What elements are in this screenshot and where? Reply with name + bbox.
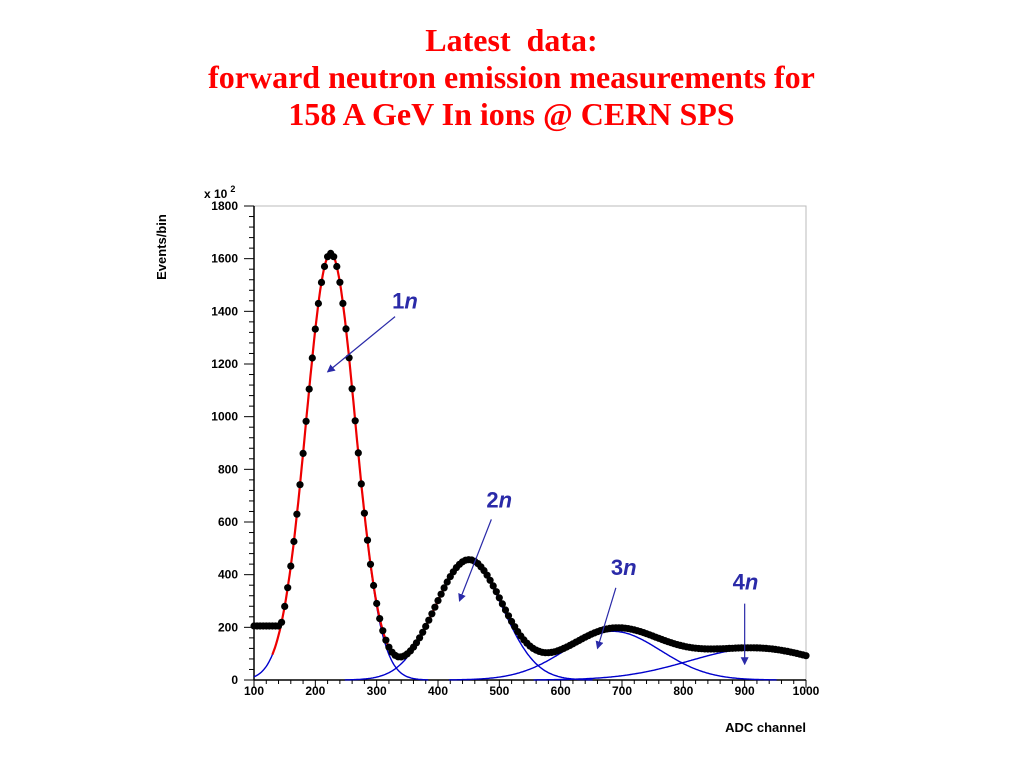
data-point	[317, 278, 326, 286]
data-point	[339, 299, 347, 307]
y-tick-label: 1400	[211, 304, 238, 318]
x-tick-label: 400	[428, 684, 448, 698]
component-curve	[253, 252, 429, 681]
y-axis-title: Events/bin	[154, 214, 169, 280]
component-curve	[533, 647, 807, 681]
data-point	[366, 560, 375, 568]
x-axis-title: ADC channel	[725, 720, 806, 735]
data-point	[443, 578, 451, 586]
data-point	[351, 417, 359, 425]
data-point	[492, 588, 500, 596]
x-tick-label: 500	[489, 684, 509, 698]
peak-label: 4n	[733, 570, 759, 595]
total-fit-curve	[271, 252, 807, 659]
data-point	[428, 610, 436, 618]
data-point	[290, 537, 298, 546]
data-point	[422, 622, 430, 631]
data-point	[305, 385, 313, 393]
y-tick-label: 200	[218, 620, 238, 634]
data-point	[802, 652, 810, 660]
data-point	[379, 627, 387, 635]
data-point	[437, 590, 445, 598]
data-point	[495, 594, 503, 602]
data-point	[357, 480, 365, 488]
data-point	[363, 536, 372, 544]
data-point	[354, 449, 362, 457]
annotation-arrow	[595, 587, 617, 650]
x-tick-label: 900	[735, 684, 755, 698]
data-point	[425, 616, 433, 624]
data-point	[373, 599, 381, 608]
x-tick-label: 700	[612, 684, 632, 698]
data-point	[281, 602, 289, 611]
annotation-arrow	[458, 519, 492, 602]
data-point	[382, 636, 390, 644]
data-points	[250, 249, 810, 661]
y-tick-label: 1600	[211, 252, 238, 266]
plot-frame	[253, 205, 807, 681]
data-point	[311, 325, 319, 333]
data-point	[333, 262, 341, 271]
y-tick-label: 1200	[211, 357, 238, 371]
data-point	[345, 354, 353, 362]
data-point	[330, 253, 338, 261]
peak-label: 2n	[486, 487, 512, 512]
y-tick-label: 600	[218, 515, 238, 529]
total-fit	[271, 252, 807, 659]
data-point	[504, 612, 513, 620]
gaussian-components	[253, 252, 807, 681]
slide-title: Latest data: forward neutron emission me…	[0, 22, 1023, 133]
peak-label: 1n	[392, 289, 418, 314]
axis-ticks	[244, 205, 807, 688]
data-point	[308, 354, 316, 362]
data-point	[508, 617, 516, 626]
data-point	[320, 262, 329, 271]
data-point	[489, 582, 497, 590]
y-tick-label: 400	[218, 568, 238, 582]
peak-annotations: 1n 2n 3n 4n	[326, 289, 759, 666]
component-curve	[448, 630, 777, 681]
data-point	[370, 581, 378, 590]
title-line-2: forward neutron emission measurements fo…	[208, 59, 815, 95]
data-point	[416, 634, 424, 642]
data-point	[431, 603, 439, 611]
title-line-3: 158 A GeV In ions @ CERN SPS	[288, 96, 735, 132]
x-tick-label: 200	[305, 684, 325, 698]
data-point	[299, 449, 307, 457]
x-tick-label: 1000	[793, 684, 820, 698]
data-point	[342, 325, 350, 333]
x-tick-label: 100	[244, 684, 264, 698]
data-point	[360, 509, 368, 517]
data-point	[486, 576, 494, 584]
data-point	[314, 299, 322, 308]
data-point	[293, 510, 301, 518]
y-tick-label: 1800	[211, 199, 238, 213]
data-point	[296, 481, 304, 489]
x-tick-label: 300	[367, 684, 387, 698]
y-tick-label: 800	[218, 462, 238, 476]
data-point	[440, 584, 448, 592]
data-point	[419, 628, 427, 636]
x-tick-label: 600	[551, 684, 571, 698]
y-multiplier-label: x 10 2	[204, 184, 235, 201]
y-tick-label: 0	[231, 673, 238, 687]
data-point	[434, 597, 442, 605]
data-point	[376, 615, 384, 623]
data-point	[287, 562, 295, 570]
x-tick-labels: 100 200 300 400 500 600 700 800 900 1000	[244, 684, 820, 698]
annotation-arrow	[326, 316, 396, 373]
data-point	[284, 584, 292, 592]
data-point	[498, 600, 506, 608]
y-tick-labels: 0 200 400 600 800 1000 1200 1400 1600 1800	[211, 199, 238, 687]
data-point	[302, 417, 310, 425]
title-line-1: Latest data:	[425, 22, 598, 58]
data-point	[348, 385, 356, 393]
peak-label: 3n	[611, 555, 637, 580]
data-point	[336, 278, 344, 286]
data-point	[278, 618, 286, 626]
data-point	[501, 606, 510, 614]
y-tick-label: 1000	[211, 410, 238, 424]
x-tick-label: 800	[673, 684, 693, 698]
